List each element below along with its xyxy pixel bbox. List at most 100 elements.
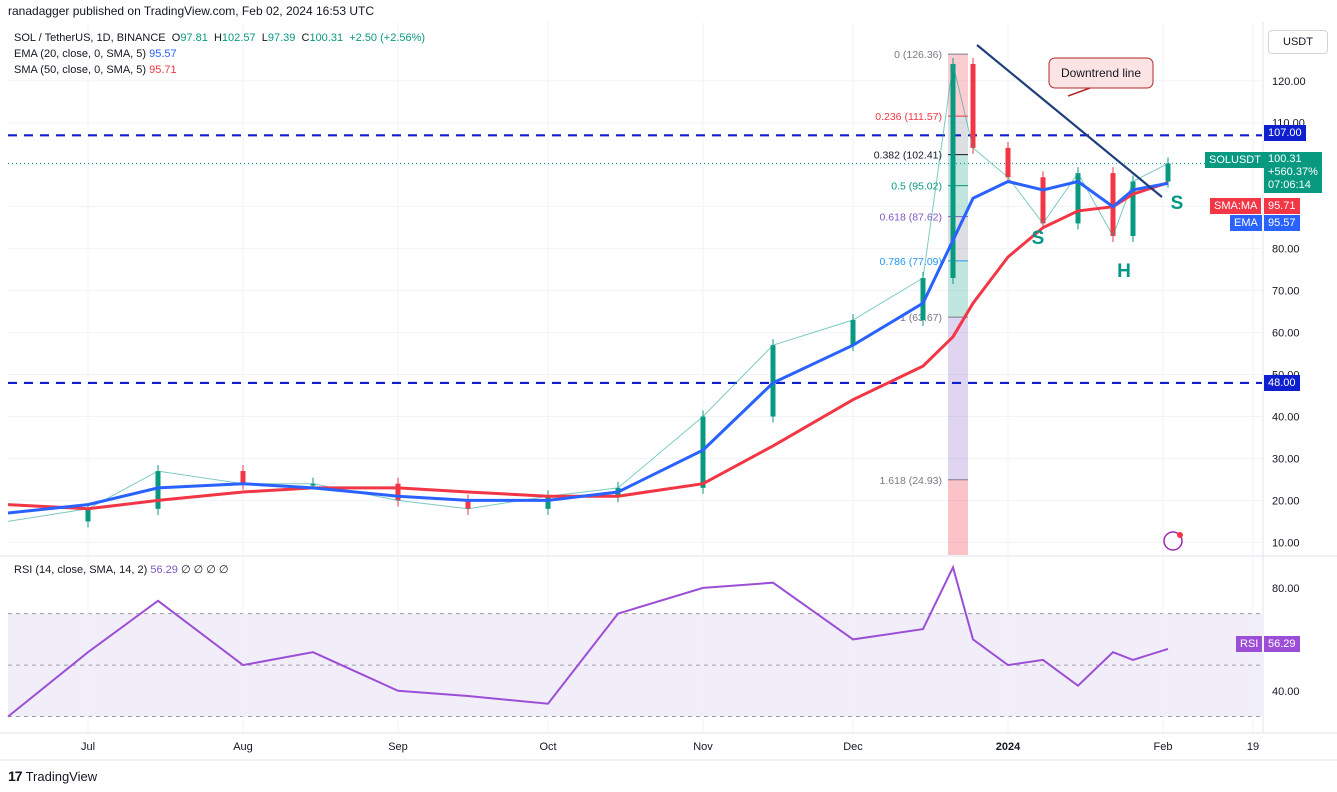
fib-label: 0.618 (87.62): [880, 212, 942, 224]
candle-body: [1075, 173, 1081, 224]
fib-label: 0.786 (77.09): [880, 256, 942, 268]
candle-body: [950, 63, 956, 279]
series-layer: [7, 57, 1171, 718]
low-label: L: [261, 32, 268, 44]
countdown: 07:06:14: [1268, 179, 1311, 191]
downtrend-callout-box: [1048, 57, 1154, 89]
fib-label: 1.618 (24.93): [880, 475, 942, 487]
brand-name: TradingView: [25, 768, 98, 784]
candle-body: [395, 483, 401, 501]
annotations: Downtrend line S H S: [976, 44, 1184, 551]
x-tick-label: Oct: [539, 741, 556, 753]
tradingview-brand[interactable]: 17 TradingView: [8, 768, 97, 784]
y-tick-label: 70.00: [1272, 286, 1300, 298]
x-tick-label: Feb: [1154, 741, 1173, 753]
candle-body: [85, 508, 91, 522]
candle-body: [1110, 173, 1116, 237]
callout-pointer: [1067, 87, 1091, 97]
candle-body: [770, 345, 776, 417]
x-tick-label: Jul: [81, 741, 95, 753]
rsi-tick-label: 80.00: [1272, 583, 1300, 595]
x-tick-label: Nov: [693, 741, 713, 753]
ema-value: 95.57: [149, 48, 177, 60]
last-price-tag: 100.31 +560.37% 07:06:14: [1264, 152, 1322, 193]
fib-label: 0 (126.36): [894, 49, 942, 61]
sma-line: [7, 181, 1169, 511]
candle-body: [240, 471, 246, 484]
lightning-icon: [1163, 531, 1183, 551]
pattern-label: S: [1032, 228, 1045, 249]
open-label: O: [171, 32, 181, 44]
close-value: 100.31: [309, 32, 344, 44]
fib-zone-band: [948, 317, 968, 480]
fib-label: 0.236 (111.57): [875, 111, 942, 123]
pattern-label: H: [1117, 261, 1131, 282]
candle-body: [155, 471, 161, 509]
x-tick-label: 19: [1247, 741, 1259, 753]
y-tick-label: 40.00: [1272, 412, 1300, 424]
high-label: H: [213, 32, 222, 44]
ema-label: EMA (20, close, 0, SMA, 5): [14, 48, 147, 60]
candle-body: [1040, 177, 1046, 224]
candle-body: [1005, 147, 1011, 178]
legend-sma[interactable]: SMA (50, close, 0, SMA, 5) 95.71: [14, 64, 177, 76]
candle-body: [465, 500, 471, 509]
fib-label: 0.5 (95.02): [891, 181, 942, 193]
y-tick-label: 80.00: [1272, 244, 1300, 256]
fib-label: 0.382 (102.41): [874, 150, 942, 162]
rsi-tag: RSI: [1236, 636, 1263, 652]
symbol-line: SOL / TetherUS, 1D, BINANCE: [14, 32, 166, 44]
ema-tag: EMA: [1230, 215, 1262, 231]
change-percent: +560.37%: [1268, 166, 1318, 178]
candle-body: [545, 496, 551, 509]
sma-label: SMA (50, close, 0, SMA, 5): [14, 64, 147, 76]
legend-symbol[interactable]: SOL / TetherUS, 1D, BINANCE O97.81 H102.…: [14, 32, 425, 44]
high-value: 102.57: [221, 32, 256, 44]
candle-body: [700, 416, 706, 488]
rsi-line: [7, 564, 1169, 718]
x-tick-label: 2024: [996, 741, 1021, 753]
sma-price-tag: 95.71: [1264, 198, 1300, 214]
currency-button[interactable]: USDT: [1268, 30, 1328, 54]
open-value: 97.81: [180, 32, 208, 44]
rsi-extra: ∅ ∅ ∅ ∅: [180, 564, 229, 576]
notification-dot: [1177, 532, 1183, 538]
change-value: +2.50 (+2.56%): [349, 32, 426, 44]
y-tick-label: 120.00: [1272, 76, 1306, 88]
y-tick-label: 30.00: [1272, 453, 1300, 465]
ema-line: [7, 179, 1169, 515]
candle-body: [1165, 163, 1171, 182]
candle-body: [970, 63, 976, 148]
candle-body: [1130, 181, 1136, 237]
x-tick-label: Aug: [233, 741, 253, 753]
rsi-label: RSI (14, close, SMA, 14, 2): [14, 564, 148, 576]
fib-zone-band: [948, 479, 968, 555]
legend-ema[interactable]: EMA (20, close, 0, SMA, 5) 95.57: [14, 48, 177, 60]
symbol-tag: SOLUSDT: [1205, 152, 1265, 168]
x-tick-label: Sep: [388, 741, 408, 753]
downtrend-label: Downtrend line: [1061, 66, 1141, 80]
rsi-tick-label: 40.00: [1272, 686, 1300, 698]
level-107-tag: 107.00: [1264, 125, 1306, 141]
rsi-price-tag: 56.29: [1264, 636, 1300, 652]
price-line: [7, 63, 1169, 522]
tradingview-logo-icon: 17: [8, 768, 23, 784]
y-tick-label: 20.00: [1272, 495, 1300, 507]
rsi-value: 56.29: [150, 564, 178, 576]
level-48-tag: 48.00: [1264, 375, 1300, 391]
y-tick-label: 10.00: [1272, 537, 1300, 549]
ema-price-tag: 95.57: [1264, 215, 1300, 231]
low-value: 97.39: [267, 32, 296, 44]
grid: [0, 22, 1337, 761]
candle-body: [310, 483, 316, 486]
candle-body: [850, 319, 856, 346]
pattern-label: S: [1171, 193, 1184, 214]
legend-rsi[interactable]: RSI (14, close, SMA, 14, 2) 56.29 ∅ ∅ ∅ …: [14, 563, 228, 576]
x-tick-label: Dec: [843, 741, 863, 753]
downtrend-line: [976, 44, 1163, 198]
candle-body: [920, 278, 926, 320]
sma-value: 95.71: [149, 64, 177, 76]
horizontal-levels: [8, 134, 1262, 385]
y-tick-label: 60.00: [1272, 328, 1300, 340]
